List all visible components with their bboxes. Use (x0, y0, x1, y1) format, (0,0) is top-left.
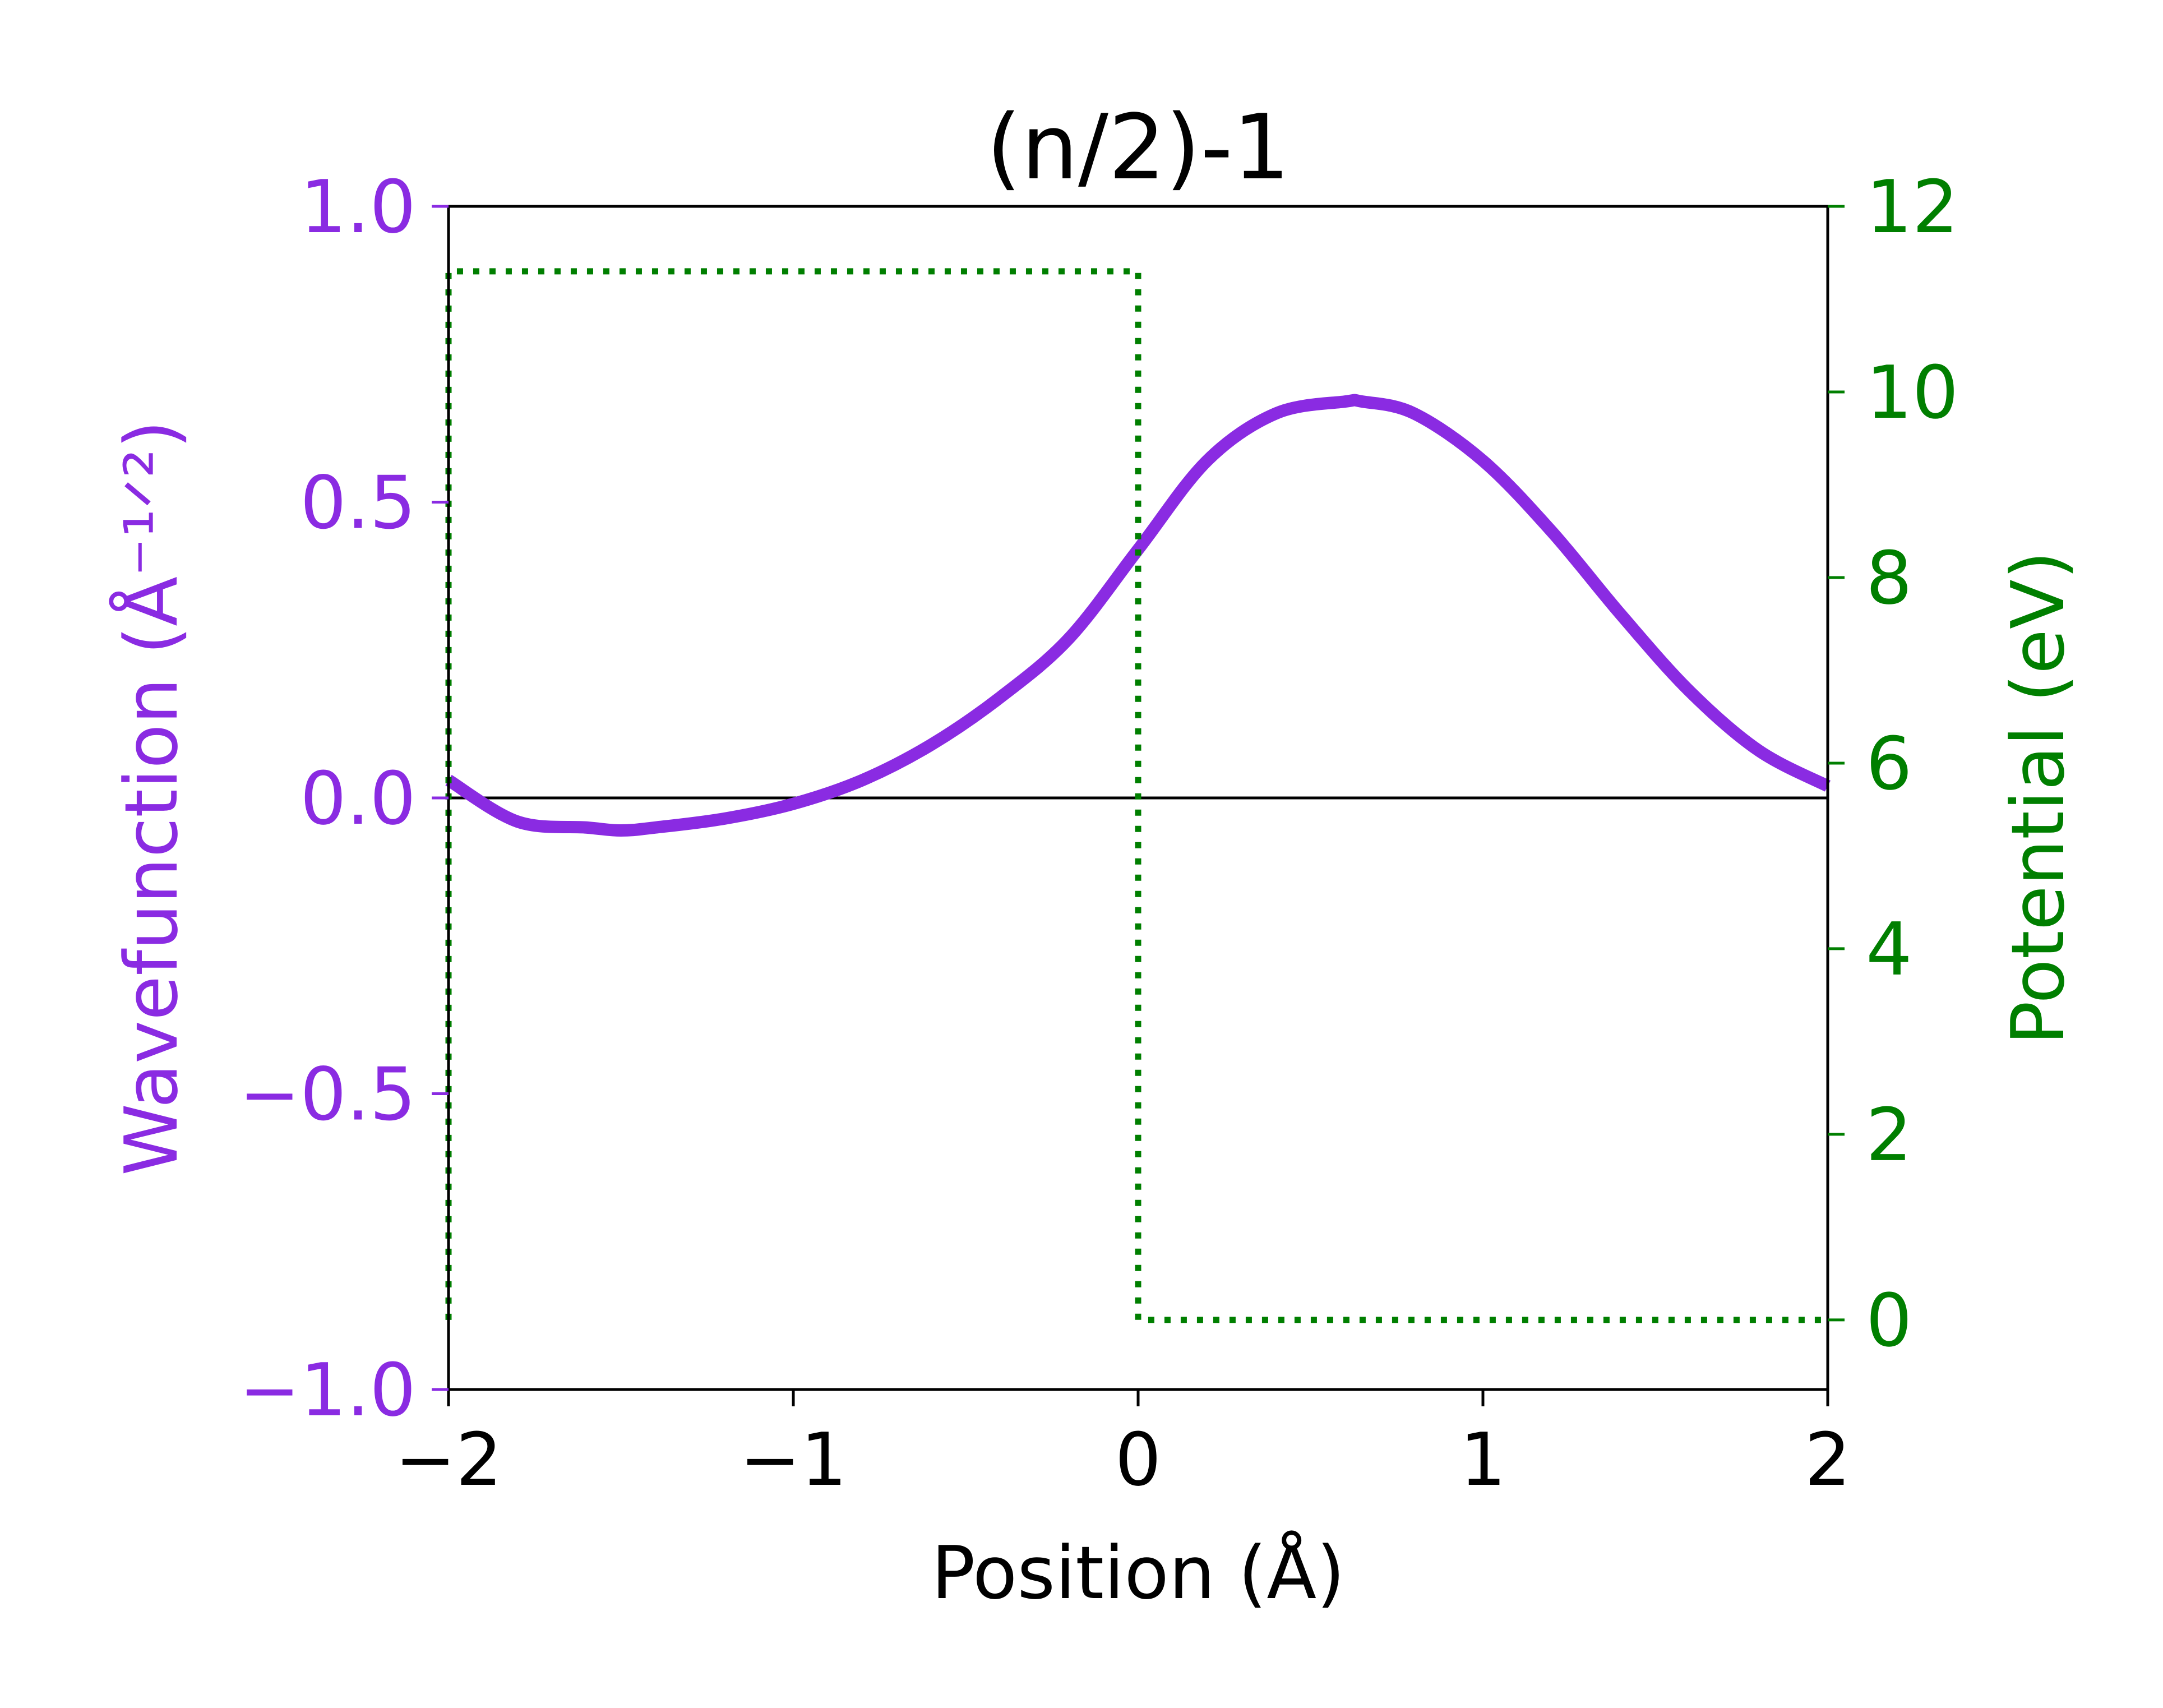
x-tick-label: 2 (1805, 1417, 1851, 1502)
y-tick-label: 1.0 (300, 164, 416, 250)
x-tick-label: −2 (395, 1417, 502, 1502)
x-axis-label: Position (Å) (931, 1530, 1345, 1615)
y-right-tick-label: 0 (1866, 1278, 1912, 1363)
y-right-tick-label: 2 (1866, 1092, 1912, 1178)
y-axis-label-right: Potential (eV) (1995, 551, 2081, 1045)
x-tick-label: −1 (740, 1417, 847, 1502)
y-right-tick-label: 8 (1866, 536, 1912, 621)
y-right-tick-label: 4 (1866, 907, 1912, 992)
y-tick-label: 0.5 (300, 460, 416, 546)
chart-title: (n/2)-1 (986, 95, 1290, 200)
y-tick-label: −1.0 (239, 1347, 416, 1433)
y-right-tick-label: 10 (1866, 350, 1958, 435)
y-axis-label: Wavefunction (Å⁻¹ᐟ²) (109, 420, 194, 1175)
y-tick-label: −0.5 (239, 1052, 416, 1137)
y-right-tick-label: 6 (1866, 721, 1912, 806)
y-right-tick-label: 12 (1866, 164, 1958, 250)
wavefunction-line (445, 394, 1831, 837)
potential-line (445, 268, 1828, 1323)
y-tick-label: 0.0 (300, 756, 416, 841)
x-tick-label: 1 (1460, 1417, 1506, 1502)
plot-area (445, 268, 1831, 1323)
x-tick-label: 0 (1115, 1417, 1162, 1502)
